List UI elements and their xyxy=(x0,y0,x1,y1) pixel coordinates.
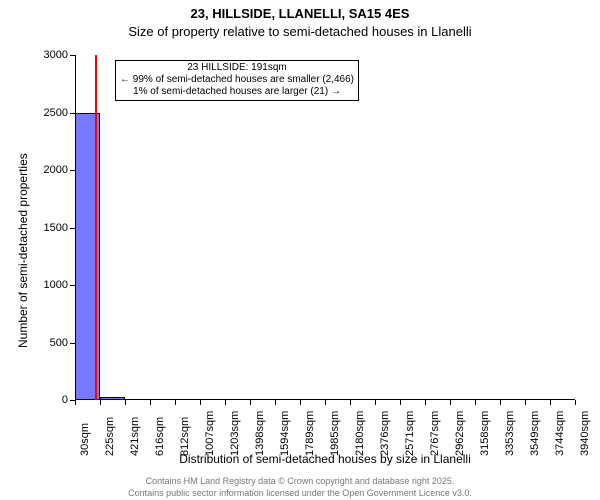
x-tick-label: 2376sqm xyxy=(379,411,391,456)
x-tick-label: 3549sqm xyxy=(529,411,541,456)
x-tick-mark xyxy=(575,400,576,405)
x-tick-mark xyxy=(450,400,451,405)
x-tick-label: 1203sqm xyxy=(229,411,241,456)
x-tick-mark xyxy=(250,400,251,405)
y-tick-label: 1500 xyxy=(30,222,68,234)
chart-title-line2: Size of property relative to semi-detach… xyxy=(0,24,600,39)
highlight-line xyxy=(95,55,97,400)
y-tick-label: 3000 xyxy=(30,49,68,61)
x-tick-label: 1398sqm xyxy=(254,411,266,456)
y-tick-mark xyxy=(70,55,75,56)
y-tick-label: 1000 xyxy=(30,279,68,291)
x-tick-mark xyxy=(300,400,301,405)
y-tick-label: 2500 xyxy=(30,107,68,119)
x-tick-label: 1985sqm xyxy=(329,411,341,456)
annotation-line2: ← 99% of semi-detached houses are smalle… xyxy=(120,74,354,86)
x-tick-label: 3744sqm xyxy=(554,411,566,456)
x-tick-label: 2767sqm xyxy=(429,411,441,456)
x-tick-mark xyxy=(475,400,476,405)
x-tick-mark xyxy=(350,400,351,405)
x-tick-mark xyxy=(425,400,426,405)
histogram-bar xyxy=(100,397,125,400)
y-axis-label: Number of semi-detached properties xyxy=(16,153,30,348)
x-tick-label: 30sqm xyxy=(79,423,91,456)
x-tick-label: 3940sqm xyxy=(579,411,591,456)
plot-area xyxy=(75,55,575,400)
x-tick-mark xyxy=(225,400,226,405)
x-tick-label: 812sqm xyxy=(179,417,191,456)
x-tick-label: 1007sqm xyxy=(204,411,216,456)
y-tick-label: 500 xyxy=(30,337,68,349)
x-tick-mark xyxy=(500,400,501,405)
x-tick-mark xyxy=(75,400,76,405)
x-tick-label: 3353sqm xyxy=(504,411,516,456)
x-tick-mark xyxy=(200,400,201,405)
x-tick-label: 1789sqm xyxy=(304,411,316,456)
x-tick-label: 421sqm xyxy=(129,417,141,456)
x-tick-mark xyxy=(525,400,526,405)
x-tick-mark xyxy=(125,400,126,405)
x-tick-label: 3158sqm xyxy=(479,411,491,456)
x-tick-mark xyxy=(275,400,276,405)
chart-container: 23, HILLSIDE, LLANELLI, SA15 4ES Size of… xyxy=(0,0,600,500)
y-tick-label: 2000 xyxy=(30,164,68,176)
x-tick-mark xyxy=(400,400,401,405)
x-tick-mark xyxy=(325,400,326,405)
footer-line1: Contains HM Land Registry data © Crown c… xyxy=(0,476,600,486)
annotation-box: 23 HILLSIDE: 191sqm ← 99% of semi-detach… xyxy=(115,60,359,101)
x-tick-mark xyxy=(150,400,151,405)
x-tick-mark xyxy=(175,400,176,405)
x-tick-label: 2571sqm xyxy=(404,411,416,456)
x-tick-label: 2962sqm xyxy=(454,411,466,456)
footer-line2: Contains public sector information licen… xyxy=(0,488,600,498)
x-tick-label: 225sqm xyxy=(104,417,116,456)
x-tick-label: 616sqm xyxy=(154,417,166,456)
x-tick-label: 1594sqm xyxy=(279,411,291,456)
x-tick-mark xyxy=(375,400,376,405)
y-tick-label: 0 xyxy=(30,394,68,406)
x-tick-mark xyxy=(550,400,551,405)
chart-title-line1: 23, HILLSIDE, LLANELLI, SA15 4ES xyxy=(0,6,600,21)
x-tick-label: 2180sqm xyxy=(354,411,366,456)
x-axis-label: Distribution of semi-detached houses by … xyxy=(75,452,575,466)
annotation-line1: 23 HILLSIDE: 191sqm xyxy=(120,62,354,74)
x-tick-mark xyxy=(100,400,101,405)
annotation-line3: 1% of semi-detached houses are larger (2… xyxy=(120,86,354,98)
